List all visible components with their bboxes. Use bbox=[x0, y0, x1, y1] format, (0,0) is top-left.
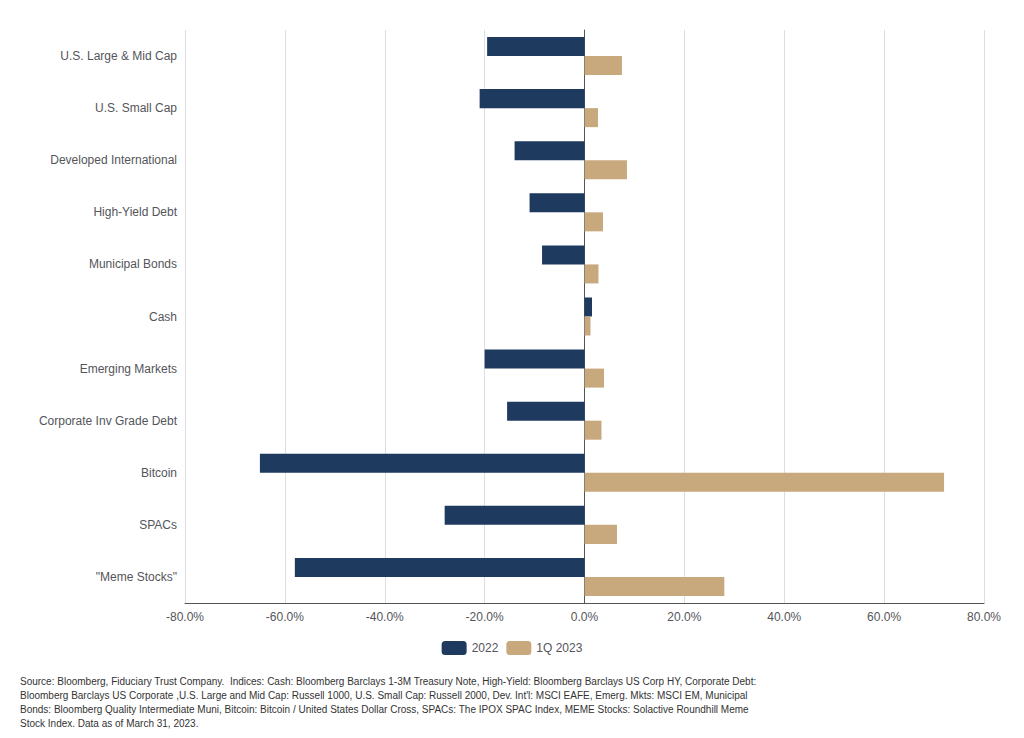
svg-text:-60.0%: -60.0% bbox=[266, 610, 304, 624]
svg-text:High-Yield Debt: High-Yield Debt bbox=[93, 205, 177, 219]
svg-text:Cash: Cash bbox=[149, 310, 177, 324]
svg-text:U.S. Small Cap: U.S. Small Cap bbox=[95, 101, 177, 115]
svg-text:Emerging Markets: Emerging Markets bbox=[80, 362, 177, 376]
svg-text:Bloomberg Barclays US Corporat: Bloomberg Barclays US Corporate ,U.S. La… bbox=[20, 690, 748, 701]
svg-text:-80.0%: -80.0% bbox=[166, 610, 204, 624]
svg-text:Developed International: Developed International bbox=[50, 153, 177, 167]
svg-text:2022: 2022 bbox=[472, 641, 499, 655]
svg-text:20.0%: 20.0% bbox=[667, 610, 701, 624]
svg-text:60.0%: 60.0% bbox=[867, 610, 901, 624]
svg-text:Stock Index. Data as of March: Stock Index. Data as of March 31, 2023. bbox=[20, 718, 198, 729]
svg-text:80.0%: 80.0% bbox=[967, 610, 1001, 624]
svg-text:U.S. Large & Mid Cap: U.S. Large & Mid Cap bbox=[60, 49, 177, 63]
svg-text:Source: Bloomberg, Fiduciary T: Source: Bloomberg, Fiduciary Trust Compa… bbox=[20, 676, 756, 687]
svg-text:Corporate Inv Grade Debt: Corporate Inv Grade Debt bbox=[39, 414, 178, 428]
svg-text:0.0%: 0.0% bbox=[571, 610, 599, 624]
svg-text:SPACs: SPACs bbox=[139, 518, 177, 532]
svg-text:40.0%: 40.0% bbox=[767, 610, 801, 624]
svg-text:1Q 2023: 1Q 2023 bbox=[536, 641, 582, 655]
svg-text:"Meme Stocks": "Meme Stocks" bbox=[96, 570, 177, 584]
svg-text:Bonds: Bloomberg Quality Inter: Bonds: Bloomberg Quality Intermediate Mu… bbox=[20, 704, 749, 715]
svg-text:Municipal Bonds: Municipal Bonds bbox=[89, 257, 177, 271]
svg-text:Bitcoin: Bitcoin bbox=[141, 466, 177, 480]
svg-text:-40.0%: -40.0% bbox=[366, 610, 404, 624]
svg-text:-20.0%: -20.0% bbox=[466, 610, 504, 624]
